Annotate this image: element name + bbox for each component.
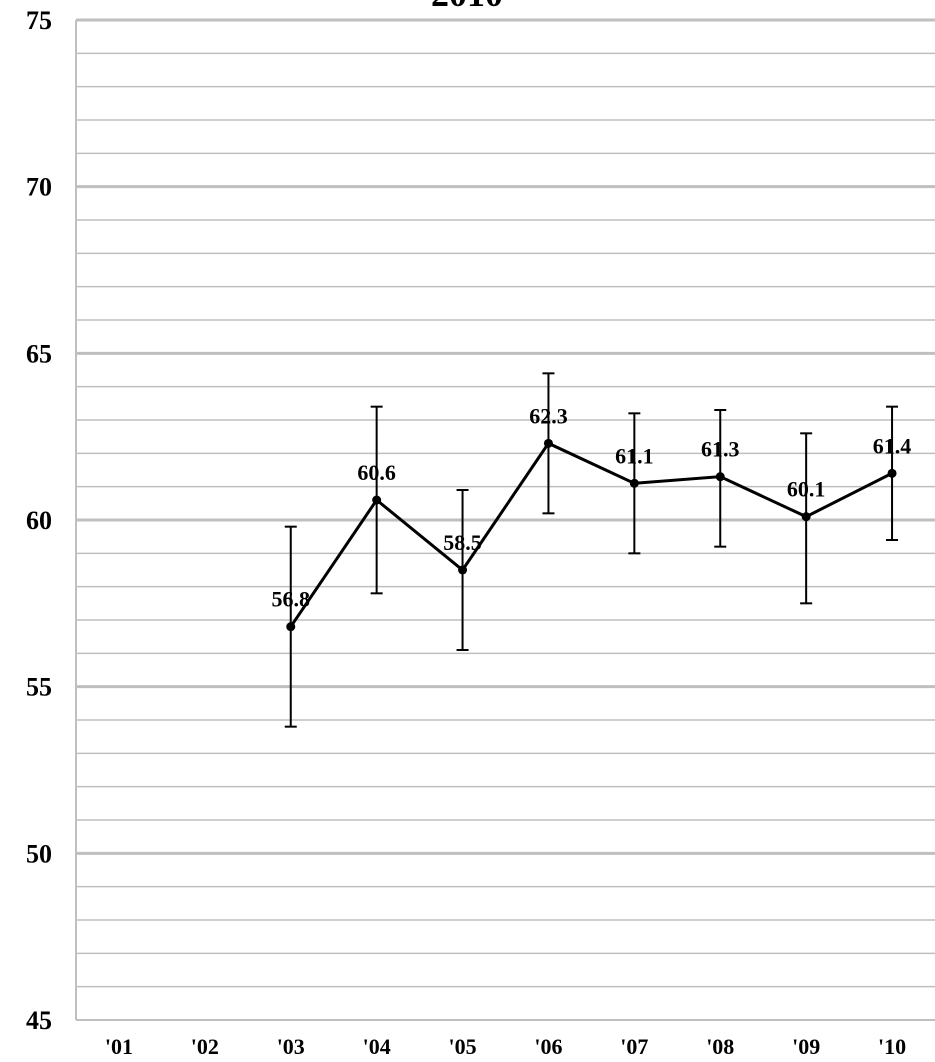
data-point: [372, 495, 382, 505]
data-point: [629, 478, 639, 488]
x-tick-label: '10: [878, 1034, 906, 1059]
y-tick-label: 70: [26, 173, 52, 202]
x-tick-label: '07: [620, 1034, 648, 1059]
data-label: 60.1: [787, 477, 826, 502]
data-label: 61.1: [615, 443, 654, 468]
x-tick-label: '09: [792, 1034, 820, 1059]
gridlines: [76, 18, 935, 988]
data-label: 61.3: [701, 437, 740, 462]
y-tick-label: 55: [26, 673, 52, 702]
error-bars: [284, 372, 899, 728]
data-point: [801, 512, 811, 522]
series-line: [289, 441, 893, 628]
x-tick-label: '01: [105, 1034, 133, 1059]
data-label: 58.5: [443, 530, 482, 555]
x-tick-label: '06: [534, 1034, 562, 1059]
x-tick-labels: '01 '02 '03 '04 '05 '06 '07 '08 '09 '10: [105, 1034, 906, 1059]
data-point: [543, 438, 553, 448]
data-point: [458, 565, 468, 575]
data-label: 61.4: [873, 433, 912, 458]
y-tick-label: 50: [26, 839, 52, 868]
data-points: [286, 438, 897, 632]
x-tick-label: '03: [277, 1034, 305, 1059]
y-tick-label: 65: [26, 339, 52, 368]
y-tick-label: 45: [26, 1006, 52, 1035]
x-tick-label: '05: [448, 1034, 476, 1059]
data-labels: 56.8 60.6 58.5 62.3 61.1 61.3 60.1 61.4: [272, 403, 912, 611]
y-tick-labels: 45 50 55 60 65 70 75: [26, 6, 52, 1035]
x-tick-label: '04: [363, 1034, 391, 1059]
y-tick-label: 60: [26, 506, 52, 535]
x-tick-label: '02: [191, 1034, 219, 1059]
data-label: 60.6: [357, 460, 396, 485]
x-tick-label: '08: [706, 1034, 734, 1059]
y-tick-label: 75: [26, 6, 52, 35]
data-label: 56.8: [272, 587, 311, 612]
data-point: [887, 468, 897, 478]
data-point: [715, 472, 725, 482]
data-point: [286, 622, 296, 632]
data-label: 62.3: [529, 403, 568, 428]
chart-title: 2010: [431, 0, 503, 14]
